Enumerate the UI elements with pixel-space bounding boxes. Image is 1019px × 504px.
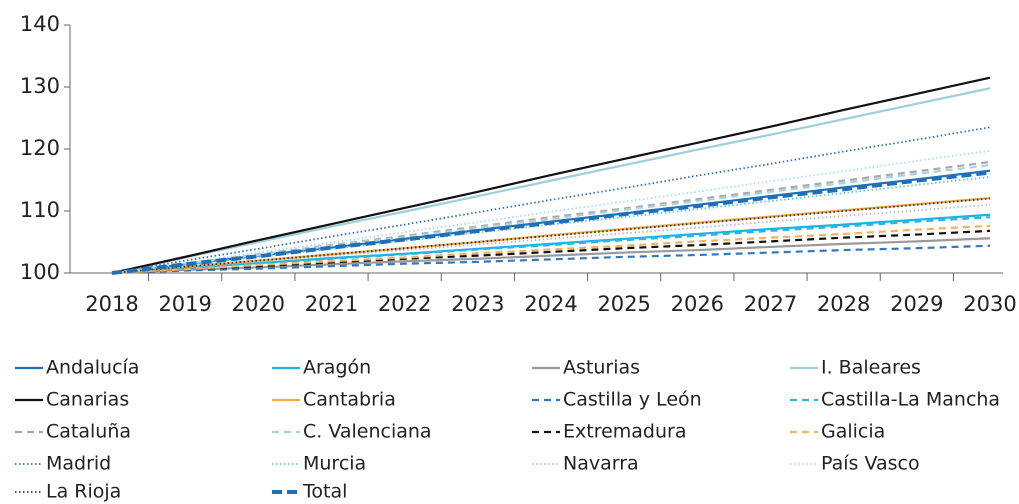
- x-tick-label: 2029: [890, 292, 943, 316]
- legend-label: Murcia: [303, 453, 366, 475]
- y-tick-label: 120: [20, 136, 60, 160]
- series-line: [111, 126, 991, 274]
- series-line: [111, 76, 991, 275]
- legend-label: Castilla-La Mancha: [821, 389, 1000, 411]
- legend-label: Andalucía: [46, 357, 139, 379]
- series-line: [111, 87, 991, 275]
- legend-label: C. Valenciana: [303, 421, 432, 443]
- y-tick-label: 140: [20, 12, 60, 36]
- legend-label: La Rioja: [46, 481, 121, 503]
- series-line: [111, 237, 991, 275]
- x-tick-label: 2024: [524, 292, 577, 316]
- legend-label: Navarra: [563, 453, 639, 475]
- y-tick-label: 100: [20, 260, 60, 284]
- series-line: [111, 216, 991, 275]
- legend-label: Cantabria: [303, 389, 396, 411]
- legend-label: Cataluña: [46, 421, 131, 443]
- series-line: [111, 170, 991, 275]
- series-line: [111, 164, 991, 275]
- x-tick-label: 2021: [305, 292, 358, 316]
- legend-label: Extremadura: [563, 421, 687, 443]
- legend-label: Madrid: [46, 453, 111, 475]
- x-tick-label: 2020: [232, 292, 285, 316]
- x-tick-label: 2030: [963, 292, 1016, 316]
- y-tick-label: 130: [20, 74, 60, 98]
- legend-label: Total: [302, 481, 347, 503]
- series-line: [111, 244, 991, 275]
- series-line: [111, 229, 991, 275]
- series-line: [111, 224, 991, 275]
- legend-label: Asturias: [563, 357, 640, 379]
- x-tick-label: 2022: [378, 292, 431, 316]
- legend-label: Aragón: [303, 357, 371, 379]
- legend-label: I. Baleares: [821, 357, 921, 379]
- series-line: [111, 176, 991, 274]
- legend-label: País Vasco: [821, 453, 920, 475]
- series-line: [111, 203, 991, 274]
- legend-label: Galicia: [821, 421, 885, 443]
- x-tick-label: 2027: [744, 292, 797, 316]
- series-line: [111, 197, 991, 274]
- x-tick-label: 2025: [597, 292, 650, 316]
- legend-label: Canarias: [46, 389, 129, 411]
- x-tick-label: 2028: [817, 292, 870, 316]
- legend-label: Castilla y León: [563, 389, 702, 411]
- y-tick-label: 110: [20, 198, 60, 222]
- x-tick-label: 2019: [158, 292, 211, 316]
- x-tick-label: 2018: [85, 292, 138, 316]
- x-tick-label: 2023: [451, 292, 504, 316]
- x-tick-label: 2026: [671, 292, 724, 316]
